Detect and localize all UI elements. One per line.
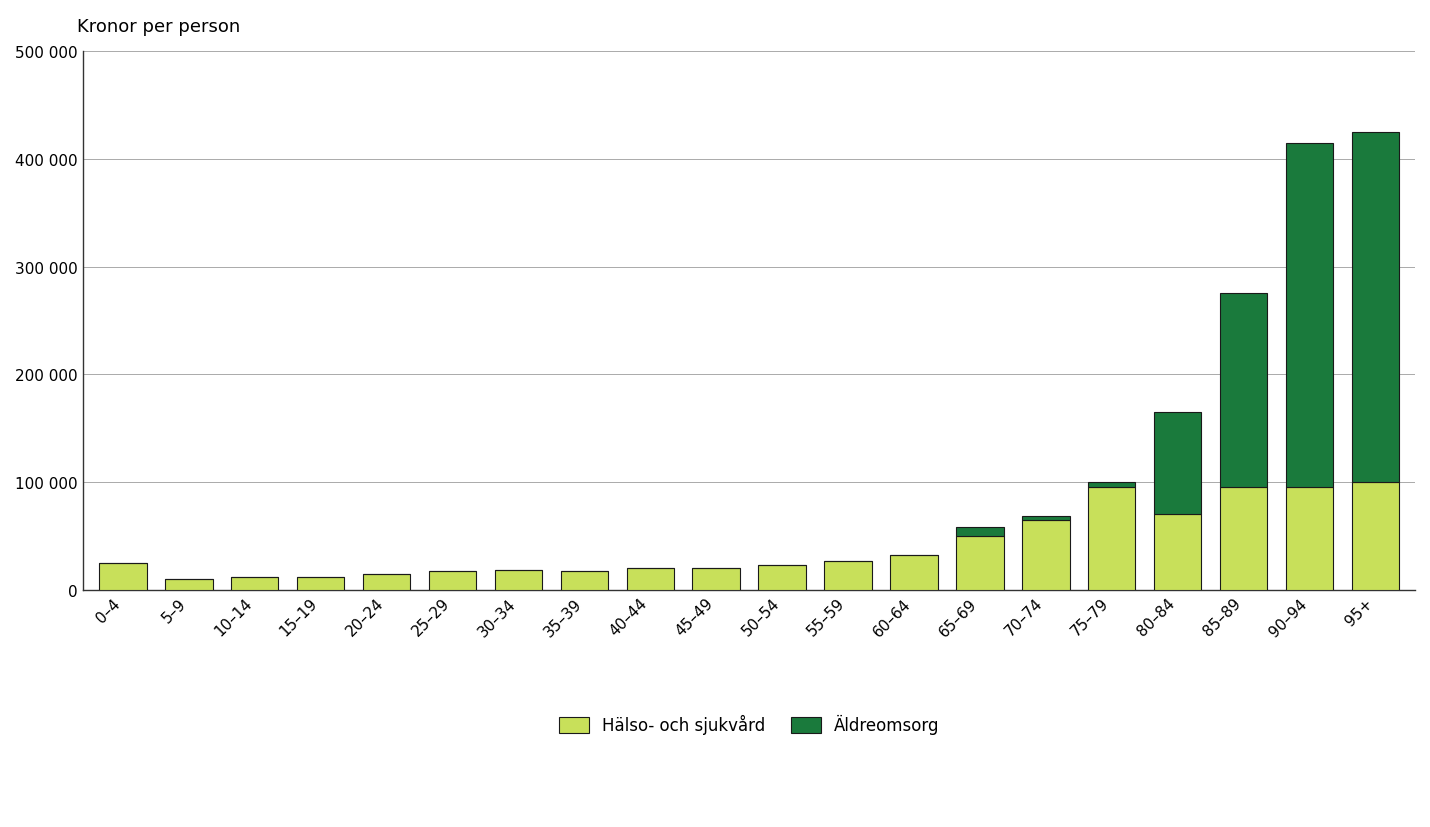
Bar [1286, 488, 1333, 590]
Bar [1351, 133, 1399, 482]
Bar [232, 577, 279, 590]
Bar [363, 574, 410, 590]
Text: Kronor per person: Kronor per person [77, 18, 240, 36]
Bar [297, 577, 345, 590]
Bar [957, 528, 1004, 536]
Bar [957, 536, 1004, 590]
Bar [495, 571, 542, 590]
Bar [1286, 144, 1333, 488]
Bar [824, 561, 872, 590]
Bar [1351, 482, 1399, 590]
Bar [1088, 488, 1135, 590]
Bar [429, 571, 476, 590]
Bar [758, 566, 807, 590]
Bar [1022, 517, 1070, 520]
Bar [561, 571, 608, 590]
Bar [1220, 294, 1267, 488]
Legend: Hälso- och sjukvård, Äldreomsorg: Hälso- och sjukvård, Äldreomsorg [551, 706, 948, 743]
Bar [1088, 482, 1135, 488]
Bar [1022, 520, 1070, 590]
Bar [1154, 413, 1201, 514]
Bar [626, 568, 674, 590]
Bar [1220, 488, 1267, 590]
Bar [1154, 514, 1201, 590]
Bar [891, 556, 938, 590]
Bar [99, 563, 147, 590]
Bar [692, 568, 739, 590]
Bar [164, 579, 213, 590]
